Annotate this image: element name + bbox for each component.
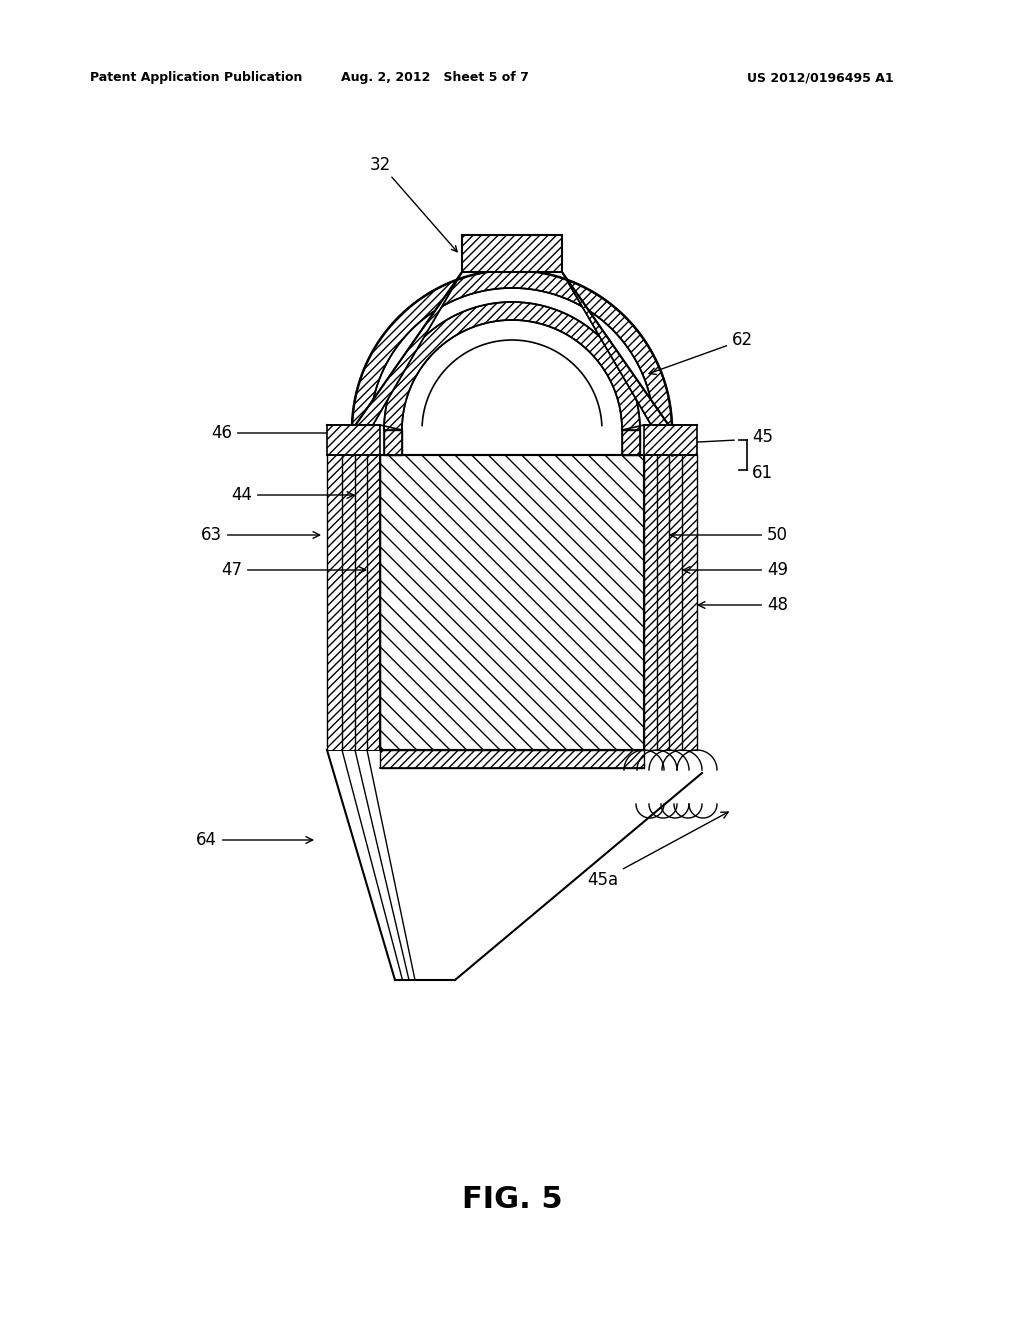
Polygon shape <box>644 455 657 750</box>
Polygon shape <box>669 455 682 750</box>
Text: 46: 46 <box>211 424 341 442</box>
Text: FIG. 5: FIG. 5 <box>462 1185 562 1214</box>
Text: 62: 62 <box>649 331 753 375</box>
Polygon shape <box>644 425 697 455</box>
Text: 44: 44 <box>231 486 353 504</box>
Polygon shape <box>380 750 644 768</box>
Polygon shape <box>657 455 669 750</box>
Polygon shape <box>352 272 462 430</box>
Text: 45a: 45a <box>587 812 728 888</box>
Polygon shape <box>654 430 672 455</box>
Polygon shape <box>380 455 644 750</box>
Polygon shape <box>384 302 640 430</box>
Text: 61: 61 <box>752 465 773 482</box>
Polygon shape <box>352 271 672 430</box>
Text: 32: 32 <box>370 156 391 174</box>
Polygon shape <box>327 455 342 750</box>
Polygon shape <box>367 455 380 750</box>
Polygon shape <box>327 425 380 455</box>
Text: 64: 64 <box>196 832 312 849</box>
Polygon shape <box>384 430 402 455</box>
Text: Aug. 2, 2012   Sheet 5 of 7: Aug. 2, 2012 Sheet 5 of 7 <box>341 71 529 84</box>
Polygon shape <box>342 455 355 750</box>
Polygon shape <box>462 235 562 272</box>
Text: US 2012/0196495 A1: US 2012/0196495 A1 <box>746 71 894 84</box>
Polygon shape <box>352 430 370 455</box>
Polygon shape <box>682 455 697 750</box>
Polygon shape <box>622 430 640 455</box>
Polygon shape <box>355 455 367 750</box>
Polygon shape <box>562 272 672 430</box>
Text: 45: 45 <box>752 428 773 446</box>
Text: 63: 63 <box>201 525 319 544</box>
Text: 50: 50 <box>671 525 788 544</box>
Text: 47: 47 <box>221 561 366 579</box>
Text: 48: 48 <box>698 597 788 614</box>
Text: Patent Application Publication: Patent Application Publication <box>90 71 302 84</box>
Text: 49: 49 <box>683 561 788 579</box>
